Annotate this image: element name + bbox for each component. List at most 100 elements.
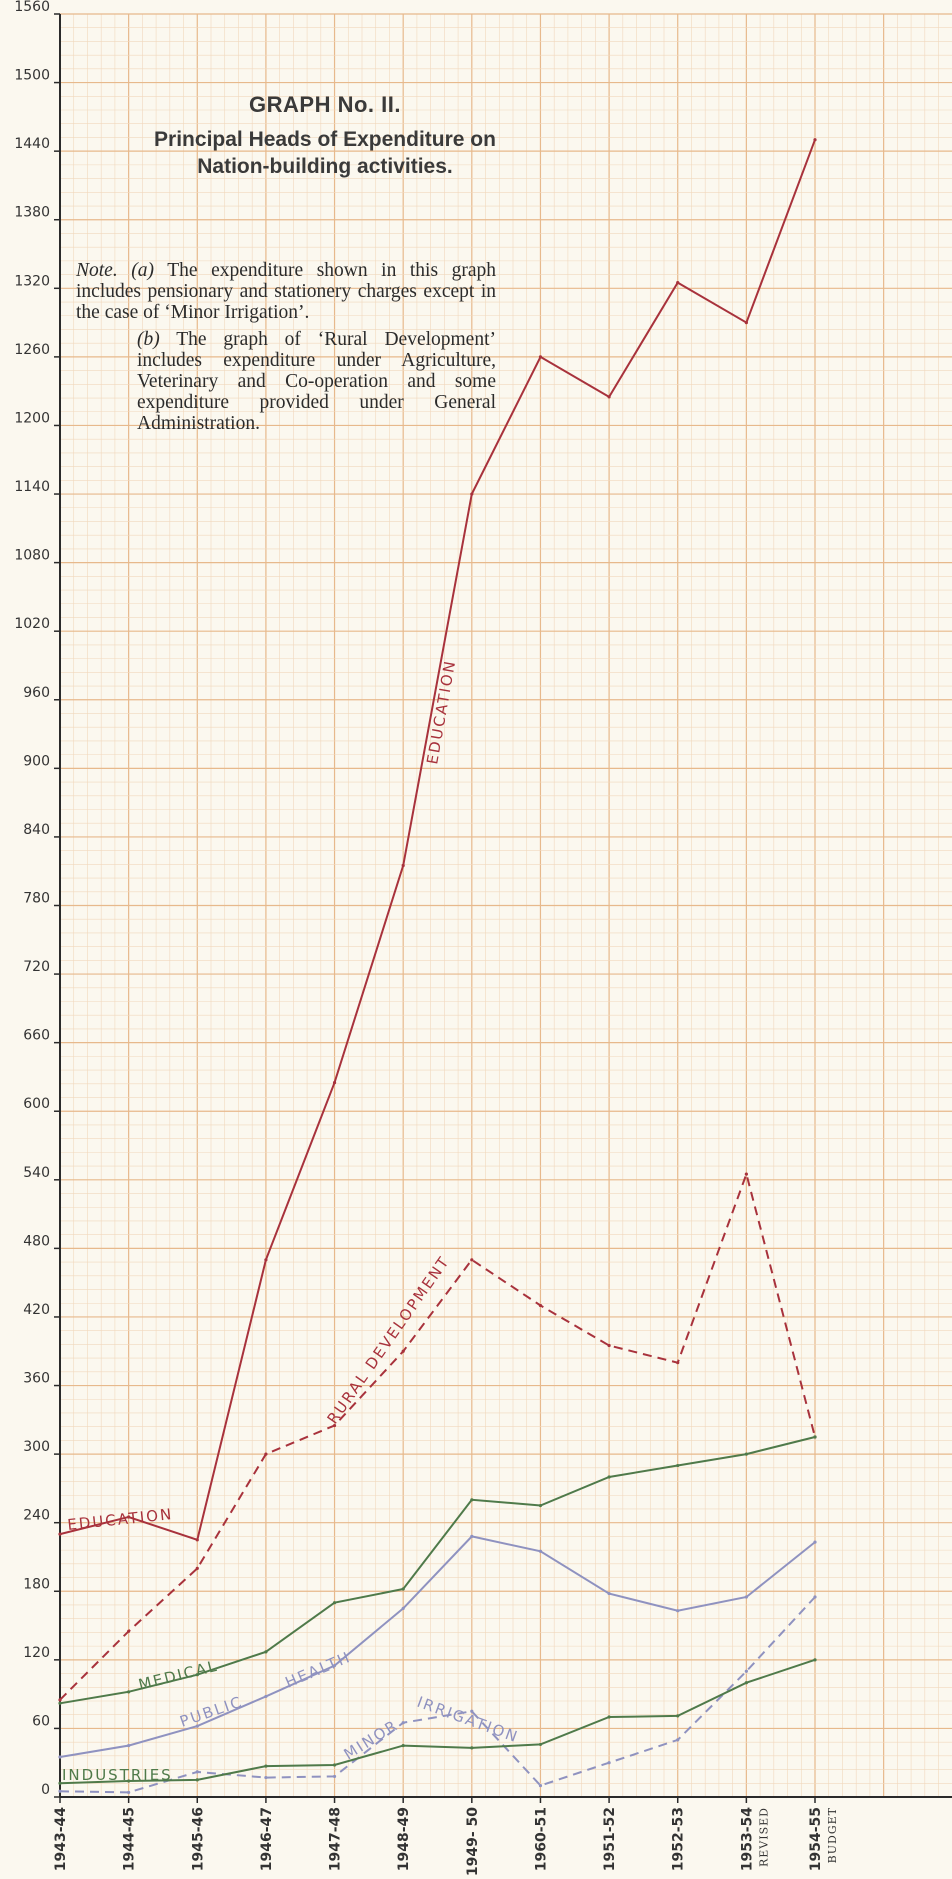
data-point-education [58, 1532, 62, 1536]
x-tick-label: 1948-49 [396, 1807, 412, 1871]
x-tick-label: 1951-52 [602, 1807, 618, 1871]
series-line-industries [59, 1658, 816, 1785]
data-point-industries [744, 1681, 748, 1685]
data-point-industries [332, 1763, 337, 1767]
y-tick-label: 180 [23, 1576, 50, 1592]
data-point-medical [676, 1463, 680, 1468]
data-point-rural-development [607, 1343, 611, 1348]
data-point-medical [58, 1701, 62, 1705]
data-point-education [676, 280, 680, 285]
y-tick-label: 840 [23, 822, 50, 838]
data-point-education [744, 320, 748, 325]
series-label: EDUCATION [67, 1505, 175, 1534]
data-point-public-health [401, 1606, 405, 1611]
data-point-public-health [58, 1755, 62, 1759]
y-tick-label: 300 [23, 1439, 50, 1455]
y-tick-label: 1500 [14, 68, 50, 84]
data-point-minor-irrigation [264, 1775, 268, 1780]
y-tick-label: 900 [23, 753, 50, 769]
data-point-medical [607, 1475, 611, 1479]
data-point-public-health [264, 1694, 268, 1699]
x-tick-sublabel: BUDGET [826, 1807, 839, 1863]
data-point-industries [813, 1658, 817, 1662]
note-b: (b) The graph of ‘Rural Development’ inc… [76, 329, 496, 434]
y-tick-label: 1140 [14, 479, 50, 495]
series-line-rural-development [59, 1170, 816, 1701]
data-point-industries [127, 1779, 131, 1783]
data-point-minor-irrigation [676, 1738, 680, 1742]
data-point-rural-development [744, 1172, 748, 1176]
data-point-medical [813, 1435, 817, 1439]
y-tick-label: 780 [23, 891, 50, 907]
data-point-education [401, 863, 405, 868]
note-a: Note. (a) The expenditure shown in this … [76, 260, 496, 323]
data-point-minor-irrigation [538, 1783, 543, 1788]
data-point-industries [607, 1715, 611, 1719]
data-point-medical [332, 1601, 337, 1605]
y-tick-label: 1080 [14, 548, 50, 564]
y-tick-label: 1380 [14, 205, 50, 221]
y-tick-label: 1020 [14, 616, 50, 632]
x-tick-label: 1946-47 [259, 1807, 275, 1871]
series-lines [58, 138, 817, 1795]
x-tick-label: 1947-48 [328, 1807, 344, 1871]
title-block: GRAPH No. II. Principal Heads of Expendi… [120, 92, 530, 180]
data-point-public-health [607, 1591, 611, 1596]
data-point-medical [538, 1503, 543, 1508]
data-point-minor-irrigation [127, 1790, 131, 1795]
series-line-education [59, 139, 816, 1542]
data-point-medical [744, 1452, 748, 1456]
series-label: MINOR [341, 1716, 402, 1763]
x-tick-label: 1943-44 [53, 1807, 69, 1872]
chart-title: GRAPH No. II. [249, 92, 401, 117]
data-point-minor-irrigation [401, 1721, 405, 1725]
data-point-medical [470, 1498, 474, 1502]
y-tick-label: 1440 [14, 136, 50, 152]
data-point-public-health [195, 1724, 199, 1728]
y-tick-label: 660 [23, 1028, 50, 1044]
y-tick-label: 420 [23, 1302, 50, 1318]
series-line-public-health [59, 1535, 816, 1758]
data-point-minor-irrigation [58, 1789, 62, 1793]
x-tick-label: 1953-54 [739, 1807, 755, 1872]
data-point-industries [264, 1764, 268, 1768]
data-point-public-health [470, 1534, 474, 1539]
y-tick-label: 600 [23, 1096, 50, 1112]
data-point-industries [195, 1778, 199, 1782]
y-tick-label: 1260 [14, 342, 50, 358]
data-point-education [195, 1538, 199, 1542]
series-label: MEDICAL [137, 1657, 220, 1694]
data-point-public-health [538, 1549, 543, 1553]
data-point-minor-irrigation [332, 1774, 337, 1779]
data-point-education [264, 1258, 268, 1262]
data-point-minor-irrigation [813, 1595, 817, 1599]
data-point-minor-irrigation [195, 1770, 199, 1774]
data-point-education [470, 492, 474, 496]
data-point-industries [470, 1746, 474, 1750]
y-tick-label: 120 [23, 1645, 50, 1661]
note-lead: Note. [76, 260, 118, 281]
data-point-rural-development [538, 1303, 543, 1308]
data-point-education [813, 138, 817, 142]
data-point-education [607, 395, 611, 399]
data-point-medical [195, 1673, 199, 1677]
y-tick-label: 60 [32, 1713, 50, 1729]
y-tick-label: 540 [23, 1165, 50, 1181]
note-b-text: The graph of ‘Rural Development’ include… [137, 329, 496, 434]
data-point-public-health [813, 1540, 817, 1544]
data-point-public-health [676, 1609, 680, 1613]
series-label: INDUSTRIES [62, 1766, 173, 1784]
x-tick-label: 1949- 50 [465, 1807, 481, 1876]
data-point-medical [127, 1690, 131, 1694]
data-point-rural-development [264, 1452, 268, 1456]
y-tick-label: 960 [23, 685, 50, 701]
axes: 0 60 120 180 240 300 360 420 480 540 600 660 720 780 8… [14, 0, 952, 1876]
data-point-rural-development [401, 1349, 405, 1353]
series-label: PUBLIC [177, 1692, 245, 1730]
note-b-marker: (b) [137, 329, 160, 350]
data-point-industries [58, 1781, 62, 1785]
y-tick-label: 1200 [14, 410, 50, 426]
x-tick-label: 1954-55 [808, 1807, 824, 1871]
data-point-rural-development [470, 1258, 474, 1262]
data-point-public-health [127, 1743, 131, 1748]
